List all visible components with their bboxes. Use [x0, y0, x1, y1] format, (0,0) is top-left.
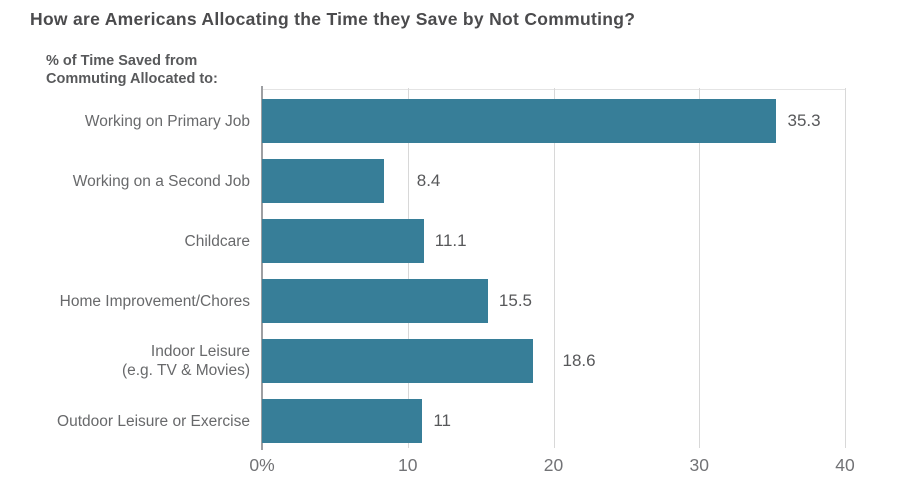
category-label: Working on Primary Job [84, 112, 250, 130]
x-tick-label: 10 [398, 455, 418, 475]
value-label: 11 [433, 411, 451, 430]
bar [262, 399, 423, 443]
x-tick-label: 0% [249, 455, 275, 475]
axis-note: % of Time Saved from Commuting Allocated… [46, 53, 218, 87]
value-label: 35.3 [787, 111, 821, 130]
category-label: Working on a Second Job [72, 172, 250, 190]
bar [262, 339, 534, 383]
gridline [845, 88, 846, 448]
gridline [553, 88, 555, 448]
value-label: 15.5 [498, 291, 532, 310]
bar [262, 99, 777, 143]
value-label: 11.1 [434, 231, 467, 250]
bar [262, 159, 385, 203]
category-label: Indoor Leisure (e.g. TV & Movies) [121, 343, 250, 379]
category-label: Outdoor Leisure or Exercise [57, 412, 250, 430]
y-axis-line [261, 86, 263, 450]
gridline [699, 88, 701, 448]
category-label: Home Improvement/Chores [59, 292, 250, 310]
x-tick-label: 20 [543, 455, 564, 475]
category-label: Childcare [184, 232, 250, 250]
chart-title: How are Americans Allocating the Time th… [30, 9, 636, 29]
x-tick-label: 30 [689, 455, 709, 475]
bar [262, 279, 488, 323]
gridline [407, 88, 409, 448]
value-label: 18.6 [562, 351, 596, 370]
bar [262, 219, 424, 263]
value-label: 8.4 [416, 171, 441, 190]
x-tick-label: 40 [835, 455, 855, 475]
